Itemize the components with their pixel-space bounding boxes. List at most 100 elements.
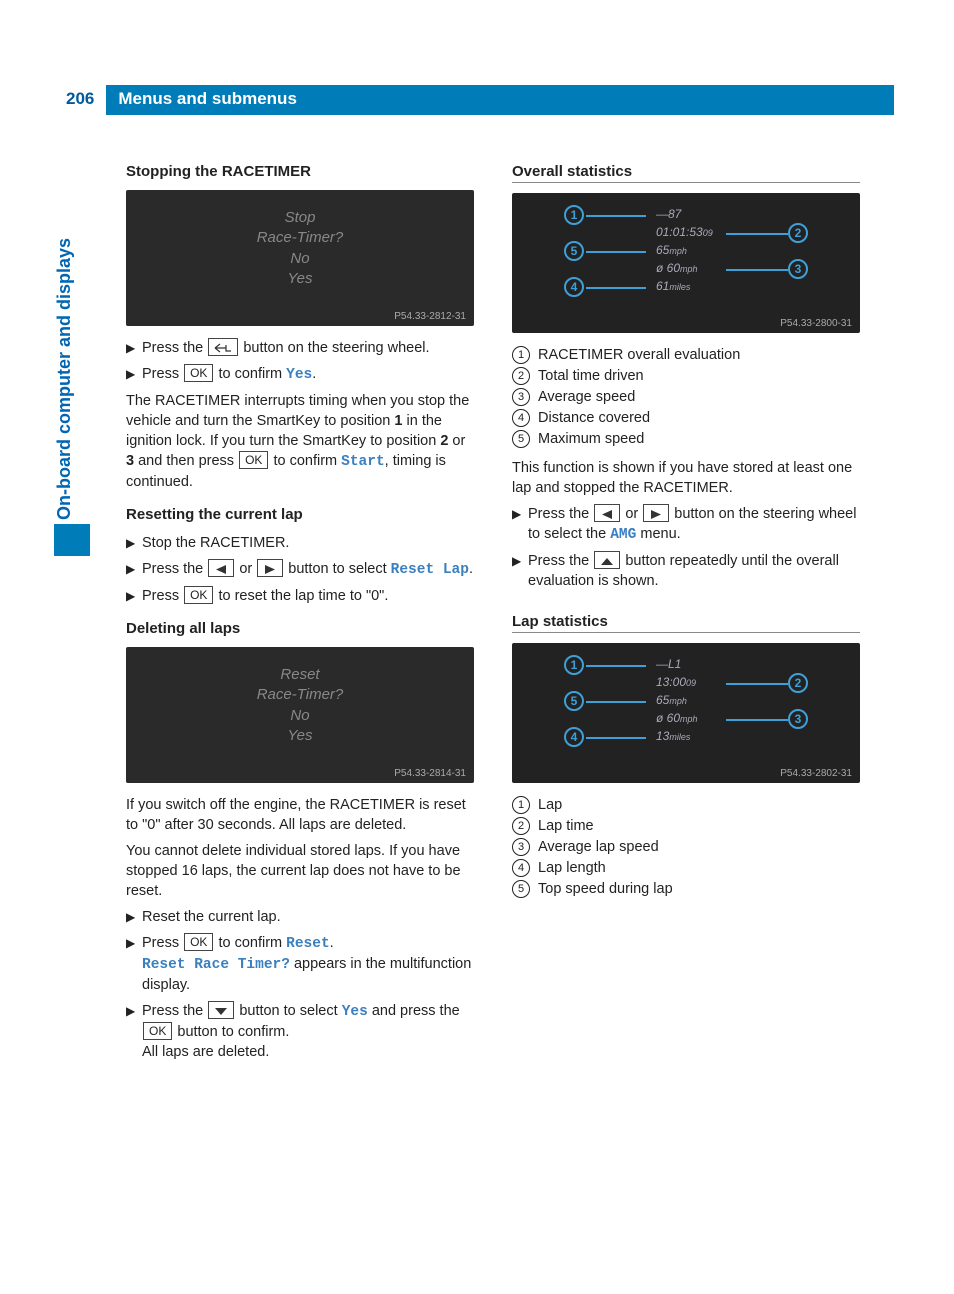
callout-circle: 4 <box>564 727 584 747</box>
step-marker-icon: ▶ <box>126 533 142 553</box>
step-text: Press <box>142 935 183 951</box>
screenshot-line: Race-Timer? <box>126 228 474 248</box>
instruction-step: ▶ Press OK to confirm Reset. Reset Race … <box>126 933 474 995</box>
diagram-value: 13:0009 <box>656 675 696 689</box>
heading-resetting-lap: Resetting the current lap <box>126 506 474 523</box>
legend-number-icon: 5 <box>512 880 530 898</box>
callout-circle: 1 <box>564 655 584 675</box>
legend-number-icon: 1 <box>512 346 530 364</box>
step-marker-icon: ▶ <box>126 933 142 995</box>
legend-item: 5Top speed during lap <box>512 879 860 900</box>
paragraph: If you switch off the engine, the RACETI… <box>126 795 474 835</box>
heading-lap-statistics: Lap statistics <box>512 613 860 633</box>
instruction-step: ▶ Press OK to reset the lap time to "0". <box>126 586 474 606</box>
step-text: Press the <box>142 340 207 356</box>
step-text: Press the <box>528 506 593 522</box>
legend-item: 4Lap length <box>512 858 860 879</box>
step-text: and press the <box>372 1003 460 1019</box>
instruction-step: ▶ Stop the RACETIMER. <box>126 533 474 553</box>
legend-item: 4 Distance covered <box>512 408 860 429</box>
screenshot-line: Reset <box>126 665 474 685</box>
screenshot-caption: P54.33-2814-31 <box>394 768 466 779</box>
display-term: Yes <box>342 1004 368 1020</box>
ok-button-icon: OK <box>239 451 268 469</box>
instruction-step: ▶ Press the or button to select Reset La… <box>126 559 474 580</box>
legend-number-icon: 2 <box>512 367 530 385</box>
step-text: Press <box>142 366 183 382</box>
back-button-icon <box>208 338 238 356</box>
callout-circle: 2 <box>788 673 808 693</box>
step-marker-icon: ▶ <box>126 559 142 580</box>
legend-number-icon: 4 <box>512 409 530 427</box>
up-arrow-icon <box>594 551 620 569</box>
legend-label: Lap length <box>538 858 606 879</box>
legend-lap: 1Lap2Lap time3 Average lap speed4Lap leng… <box>512 795 860 900</box>
instruction-step: ▶ Press the button on the steering wheel… <box>126 338 474 358</box>
legend-item: 2Lap time <box>512 816 860 837</box>
legend-label: Average speed <box>538 387 635 408</box>
step-text: Reset the current lap. <box>142 907 474 927</box>
step-text: . <box>312 366 316 382</box>
screenshot-line: No <box>126 249 474 269</box>
screenshot-line: Stop <box>126 208 474 228</box>
legend-item: 3 Average lap speed <box>512 837 860 858</box>
diagram-value: 13miles <box>656 729 690 743</box>
page-number: 206 <box>66 85 106 115</box>
legend-number-icon: 1 <box>512 796 530 814</box>
paragraph: You cannot delete individual stored laps… <box>126 841 474 901</box>
right-arrow-icon <box>643 504 669 522</box>
instruction-step: ▶ Press the or button on the steering wh… <box>512 504 860 545</box>
screenshot-line: Race-Timer? <box>126 685 474 705</box>
screenshot-reset-racetimer: Reset Race-Timer? No Yes P54.33-2814-31 <box>126 647 474 783</box>
instruction-step: ▶ Reset the current lap. <box>126 907 474 927</box>
legend-number-icon: 5 <box>512 430 530 448</box>
callout-circle: 3 <box>788 259 808 279</box>
legend-item: 1Lap <box>512 795 860 816</box>
legend-item: 1RACETIMER overall evaluation <box>512 345 860 366</box>
step-text: to reset the lap time to "0". <box>218 588 388 604</box>
display-term: Reset Race Timer? <box>142 957 290 973</box>
legend-number-icon: 3 <box>512 388 530 406</box>
step-marker-icon: ▶ <box>126 907 142 927</box>
legend-label: Average lap speed <box>538 837 659 858</box>
step-text: All laps are deleted. <box>142 1044 269 1060</box>
legend-label: Total time driven <box>538 366 644 387</box>
screenshot-line: Yes <box>126 726 474 746</box>
legend-number-icon: 2 <box>512 817 530 835</box>
step-text: button to confirm. <box>177 1024 289 1040</box>
step-text: to confirm <box>218 935 286 951</box>
display-term: Yes <box>286 367 312 383</box>
step-text: Press the <box>142 561 207 577</box>
step-text: or <box>625 506 642 522</box>
page-header: 206 Menus and submenus <box>66 85 894 115</box>
step-text: button to select <box>239 1003 341 1019</box>
legend-number-icon: 3 <box>512 838 530 856</box>
callout-circle: 1 <box>564 205 584 225</box>
step-text: Press the <box>528 553 593 569</box>
left-arrow-icon <box>594 504 620 522</box>
diagram-overall-statistics: 1—87201:01:5309565mph3ø 60mph461milesP54… <box>512 193 860 333</box>
down-arrow-icon <box>208 1001 234 1019</box>
legend-item: 2 Total time driven <box>512 366 860 387</box>
diagram-value: 65mph <box>656 693 687 707</box>
callout-circle: 2 <box>788 223 808 243</box>
screenshot-line: No <box>126 706 474 726</box>
diagram-caption: P54.33-2802-31 <box>780 768 852 779</box>
step-text: button to select <box>288 561 390 577</box>
ok-button-icon: OK <box>184 586 213 604</box>
step-text: or <box>239 561 256 577</box>
callout-circle: 5 <box>564 241 584 261</box>
paragraph: This function is shown if you have store… <box>512 458 860 498</box>
paragraph: The RACETIMER interrupts timing when you… <box>126 391 474 492</box>
diagram-value: 01:01:5309 <box>656 225 713 239</box>
diagram-caption: P54.33-2800-31 <box>780 318 852 329</box>
legend-item: 5Maximum speed <box>512 429 860 450</box>
heading-stopping-racetimer: Stopping the RACETIMER <box>126 163 474 180</box>
step-text: to confirm <box>218 366 286 382</box>
display-term: Reset <box>286 936 330 952</box>
left-arrow-icon <box>208 559 234 577</box>
left-column: Stopping the RACETIMER Stop Race-Timer? … <box>126 163 474 1068</box>
legend-overall: 1RACETIMER overall evaluation2 Total time… <box>512 345 860 450</box>
legend-label: Distance covered <box>538 408 650 429</box>
step-marker-icon: ▶ <box>512 551 528 591</box>
